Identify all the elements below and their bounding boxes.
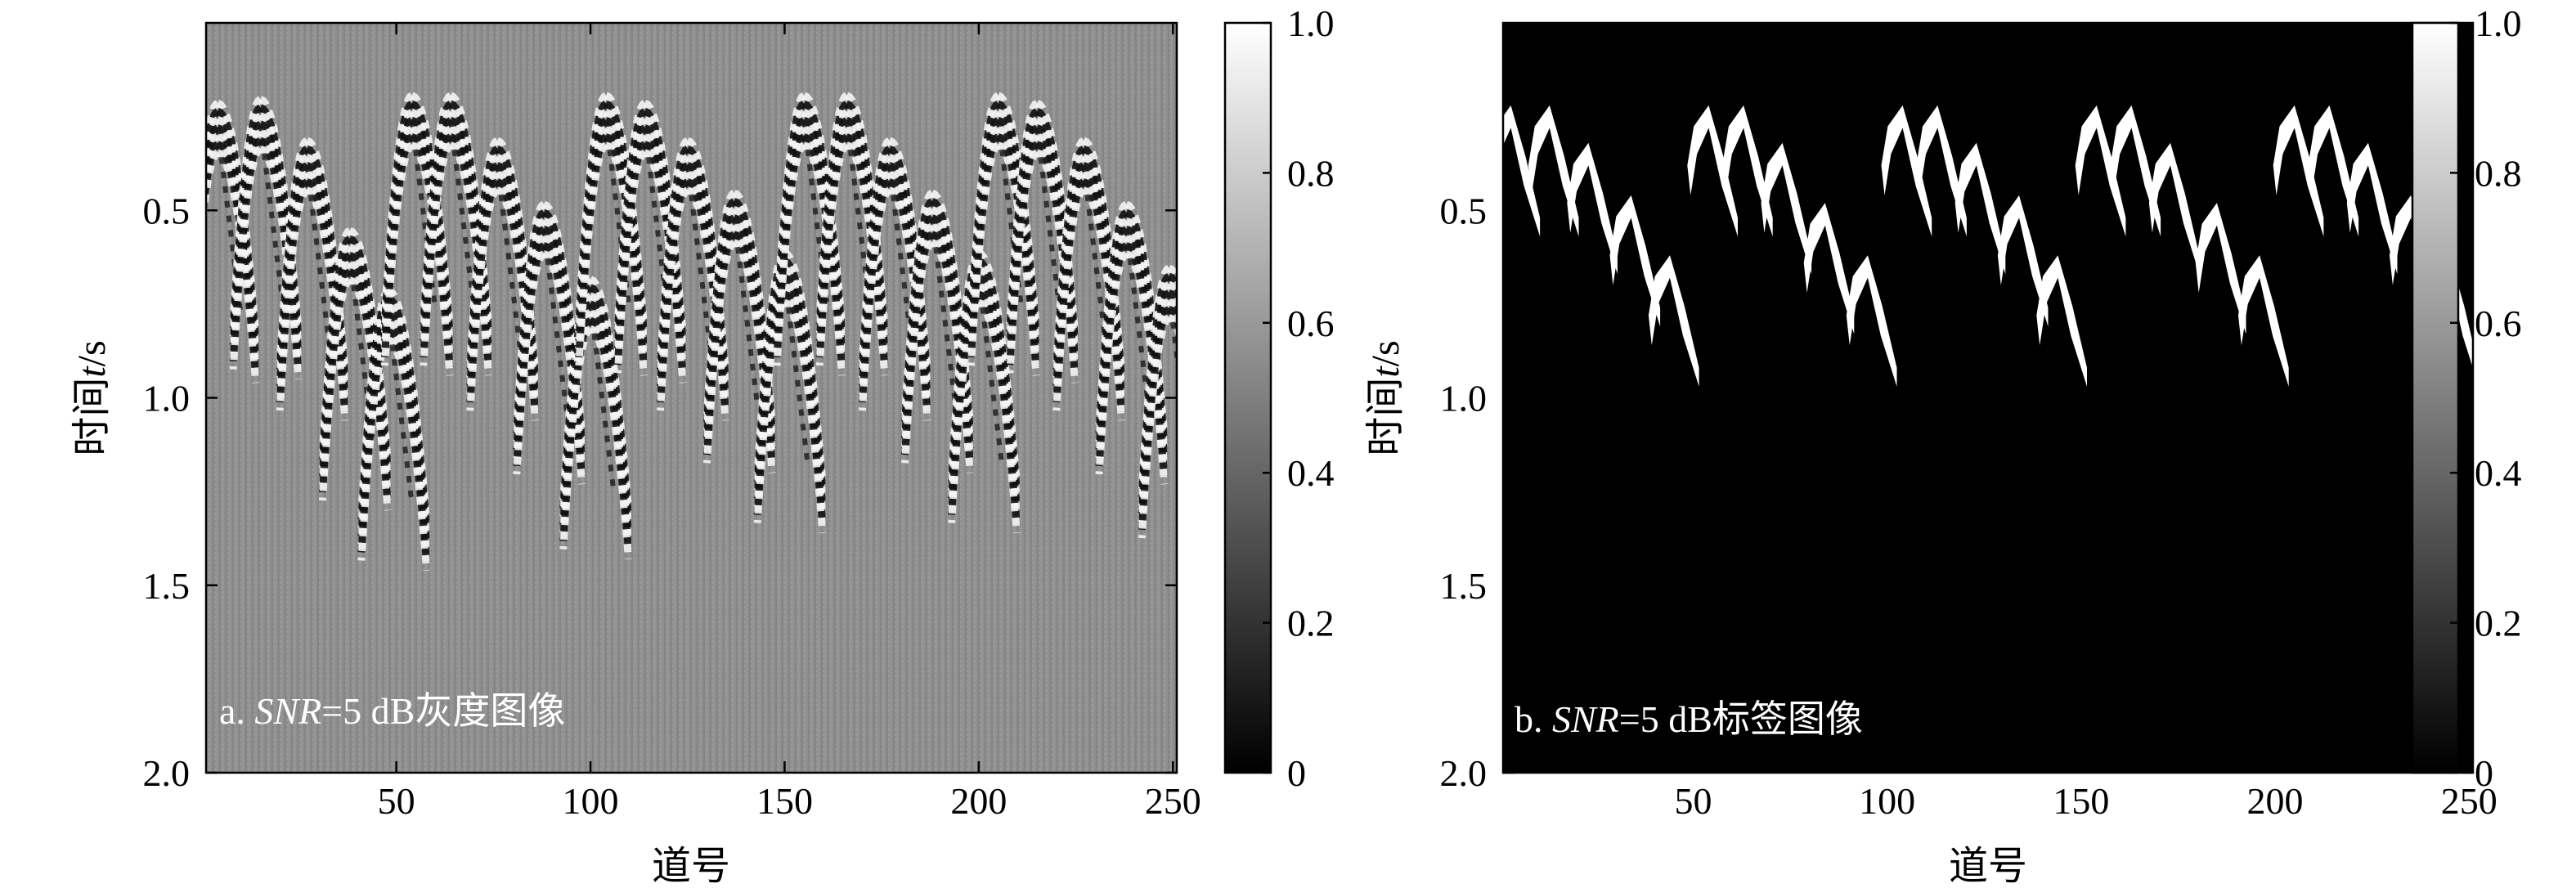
label-region	[2273, 105, 2324, 237]
seismic-event	[206, 99, 260, 383]
colorbar-tick-label: 0.4	[2475, 452, 2522, 494]
label-region	[1954, 142, 2006, 275]
y-axis-label-b: 时间t/s	[1364, 340, 1407, 455]
seismic-event	[815, 92, 889, 376]
label-region	[1609, 195, 1661, 327]
colorbar-tick-label: 0.4	[1287, 452, 1335, 494]
colorbar-tick-label: 1.0	[1287, 2, 1335, 44]
label-region	[1528, 105, 1579, 237]
panel-b: 0.5 1.0 1.5 2.0 50 100 150 200 250 道号 时间t/s b. …	[1364, 2, 2522, 888]
seismic-event	[1095, 200, 1169, 485]
x-tick-label: 200	[2247, 780, 2304, 822]
seismic-event	[318, 226, 392, 511]
panel-caption-a: a. SNR=5 dB灰度图像	[219, 690, 565, 732]
label-region	[2238, 255, 2289, 387]
seismic-event	[858, 137, 931, 421]
colorbar-tick-label: 1.0	[2475, 2, 2522, 44]
colorbar-tick-label: 0.2	[1287, 603, 1335, 644]
x-axis-label-a: 道号	[652, 845, 730, 888]
x-tick-label: 250	[2441, 780, 2497, 822]
y-tick-label: 1.0	[1440, 378, 1488, 419]
colorbar-a	[1223, 21, 1272, 774]
seismic-event	[420, 92, 493, 376]
colorbar-tick-label: 0.6	[1287, 303, 1335, 344]
y-tick-label: 2.0	[143, 752, 191, 794]
y-tick-labels-b: 0.5 1.0 1.5 2.0	[1440, 190, 1488, 794]
x-tick-label: 100	[1859, 780, 1915, 822]
plot-area-b	[1503, 23, 2473, 773]
label-region	[1916, 105, 1967, 237]
label-region	[1997, 195, 2049, 327]
y-tick-label: 1.0	[143, 378, 191, 419]
panel-caption-b: b. SNR=5 dB标签图像	[1515, 698, 1863, 740]
label-region	[1761, 142, 1812, 275]
x-tick-labels-a: 50 100 150 200 250	[378, 780, 1201, 822]
label-region	[2390, 195, 2440, 327]
label-region	[2036, 255, 2087, 387]
label-region	[2346, 142, 2398, 275]
label-region	[1803, 203, 1855, 334]
label-region	[2075, 105, 2126, 237]
colorbar-b	[2411, 21, 2460, 774]
y-tick-label: 0.5	[1440, 190, 1488, 231]
colorbar-tick-label: 0.8	[2475, 152, 2522, 194]
seismic-events-a	[206, 92, 1177, 571]
x-tick-labels-b: 50 100 150 200 250	[1674, 780, 2497, 822]
x-tick-label: 50	[378, 780, 415, 822]
label-region	[1846, 255, 1897, 387]
x-tick-label: 150	[2053, 780, 2109, 822]
label-region	[1722, 105, 1773, 237]
seismic-event	[613, 100, 687, 383]
y-tick-label: 1.5	[143, 565, 191, 607]
seismic-event	[1138, 264, 1177, 539]
seismic-event	[575, 92, 648, 376]
colorbar-ticks-a: 0 0.2 0.4 0.6 0.8 1.0	[1263, 2, 1335, 794]
label-region	[2148, 142, 2200, 275]
y-tick-label: 0.5	[143, 190, 191, 231]
colorbar-ticks-b: 0 0.2 0.4 0.6 0.8 1.0	[2450, 2, 2522, 794]
label-region	[2308, 105, 2359, 237]
tick-marks-a	[206, 23, 1177, 774]
seismic-event	[773, 92, 846, 376]
colorbar-tick-label: 0	[1287, 752, 1306, 794]
x-tick-label: 250	[1145, 780, 1201, 822]
colorbar-tick-label: 0	[2475, 752, 2493, 794]
label-region	[1648, 255, 1699, 387]
label-region	[2110, 105, 2161, 237]
y-axis-label-a: 时间t/s	[70, 340, 114, 455]
x-axis-label-b: 道号	[1949, 845, 2027, 888]
x-tick-label: 100	[563, 780, 619, 822]
label-region	[1881, 105, 1932, 237]
label-region	[1503, 105, 1541, 237]
label-regions-b	[1503, 105, 2473, 387]
tick-marks-b	[1503, 23, 2473, 774]
colorbar-tick-label: 0.8	[1287, 152, 1335, 194]
label-region	[1567, 142, 1618, 275]
y-tick-labels-a: 0.5 1.0 1.5 2.0	[143, 190, 191, 794]
y-tick-label: 2.0	[1440, 752, 1488, 794]
x-tick-label: 50	[1674, 780, 1712, 822]
colorbar-tick-label: 0.2	[2475, 603, 2522, 644]
y-tick-label: 1.5	[1440, 565, 1488, 607]
panel-a: 0.5 1.0 1.5 2.0 50 100 150 200 250 道号 时间t/s a. …	[70, 2, 1335, 888]
colorbar-tick-label: 0.6	[2475, 303, 2522, 344]
label-region	[1687, 105, 1738, 237]
x-tick-label: 150	[756, 780, 813, 822]
x-tick-label: 200	[950, 780, 1007, 822]
label-region	[2195, 203, 2246, 334]
